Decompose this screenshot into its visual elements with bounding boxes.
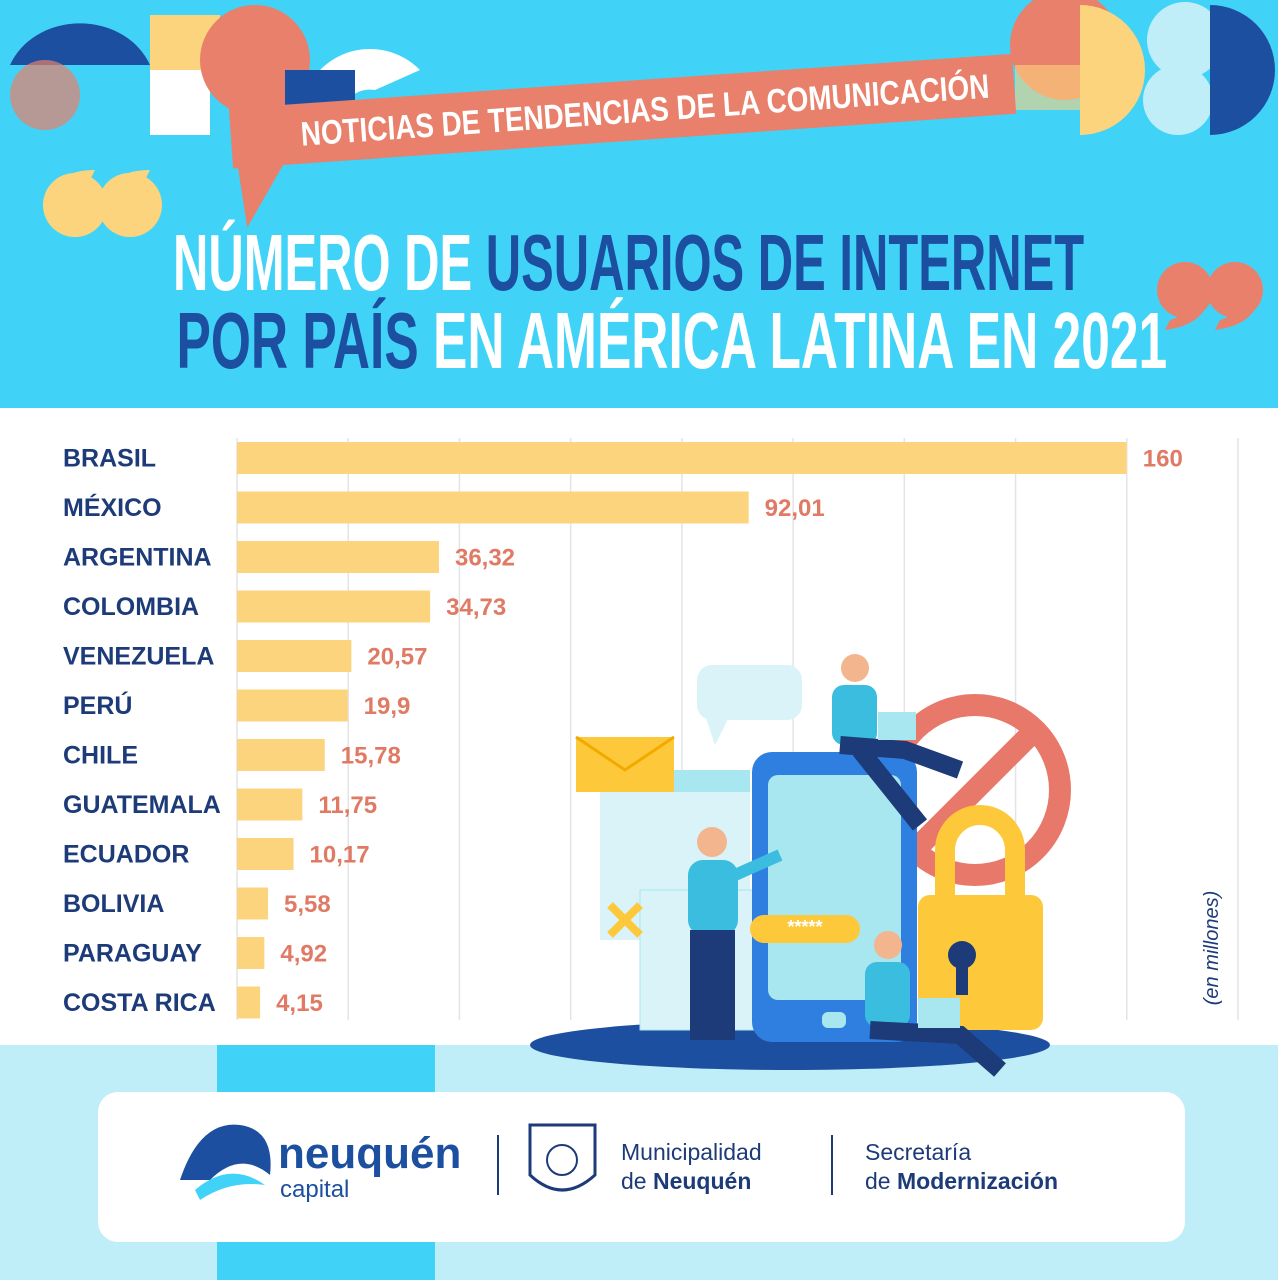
- value-label: 4,15: [276, 990, 323, 1017]
- title-part: USUARIOS DE INTERNET: [486, 218, 1084, 307]
- category-label: BRASIL: [63, 445, 156, 473]
- category-label: COLOMBIA: [63, 593, 199, 621]
- org-line: de Modernización: [865, 1168, 1058, 1194]
- org-line: Secretaría: [865, 1139, 971, 1165]
- value-label: 20,57: [367, 643, 427, 670]
- brand-logo: [180, 1124, 271, 1200]
- footer-card: [98, 1092, 1185, 1242]
- category-label: CHILE: [63, 742, 138, 770]
- title-line: NÚMERO DE USUARIOS DE INTERNET: [105, 218, 1125, 307]
- bar: [237, 937, 265, 969]
- value-label: 34,73: [446, 594, 506, 621]
- value-label: 19,9: [364, 693, 411, 720]
- value-label: 10,17: [310, 841, 370, 868]
- value-label: 11,75: [318, 792, 377, 819]
- category-label: VENEZUELA: [63, 643, 214, 671]
- brand: neuquén: [278, 1129, 461, 1178]
- org-text: Modernización: [897, 1168, 1058, 1194]
- value-label: 15,78: [341, 742, 401, 769]
- bar: [237, 887, 269, 920]
- bar: [237, 541, 439, 573]
- category-label: ARGENTINA: [63, 544, 212, 572]
- title-line: POR PAÍS EN AMÉRICA LATINA EN 2021: [105, 296, 1210, 385]
- category-label: PARAGUAY: [63, 940, 202, 968]
- value-label: 36,32: [455, 544, 515, 571]
- bar: [237, 640, 352, 672]
- value-label: 4,92: [280, 940, 327, 967]
- category-label: BOLIVIA: [63, 890, 164, 918]
- bar: [237, 442, 1127, 474]
- illustration: *****: [530, 654, 1071, 1077]
- value-label: 160: [1143, 445, 1183, 472]
- shield: [528, 1123, 597, 1192]
- category-label: MÉXICO: [63, 493, 162, 522]
- bar: [237, 689, 348, 722]
- bar: [237, 788, 303, 821]
- category-label: COSTA RICA: [63, 989, 216, 1017]
- bar: [237, 838, 294, 870]
- category-label: ECUADOR: [63, 841, 189, 869]
- axis-label: (en millones): [1201, 891, 1223, 1005]
- org-line: de Neuquén: [621, 1168, 751, 1194]
- bar: [237, 986, 261, 1019]
- value-label: 5,58: [284, 891, 331, 918]
- org-text: de: [621, 1168, 653, 1194]
- brand-sub: capital: [280, 1176, 349, 1203]
- decoration: [10, 0, 1275, 330]
- org-line: Municipalidad: [621, 1139, 762, 1165]
- org-text: Neuquén: [653, 1168, 751, 1194]
- title-part: NÚMERO DE: [173, 218, 486, 307]
- bar: [237, 739, 325, 771]
- value-label: 92,01: [765, 495, 825, 522]
- category-label: GUATEMALA: [63, 791, 221, 819]
- bars: BRASIL 160 MÉXICO 92,01 ARGENTINA 36,32 COLOMB…: [63, 442, 1183, 1019]
- title-part: POR PAÍS: [177, 296, 419, 385]
- org-text: de: [865, 1168, 897, 1194]
- bar: [237, 590, 431, 623]
- password-field: *****: [787, 917, 822, 937]
- category-label: PERÚ: [63, 690, 132, 720]
- title-part: EN AMÉRICA LATINA EN 2021: [419, 296, 1167, 385]
- bar: [237, 491, 749, 524]
